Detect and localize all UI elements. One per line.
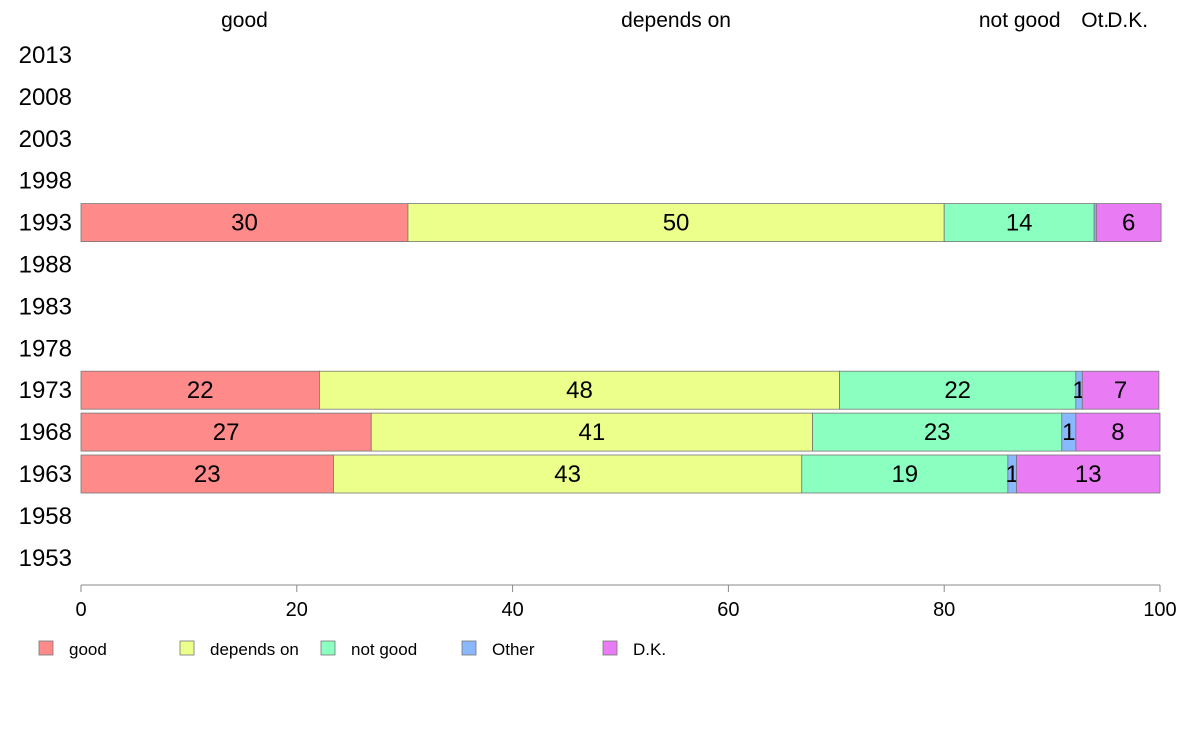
x-tick-label-60: 60: [717, 599, 739, 621]
legend-swatch-0: [38, 640, 54, 656]
bar-1963-not-good: [801, 454, 1009, 494]
year-label-1998: 1998: [19, 168, 72, 195]
value-label-1993-2: 14: [1006, 210, 1033, 237]
year-label-1963: 1963: [19, 461, 72, 488]
bar-1973-d-k-: [1081, 370, 1160, 410]
value-label-1963-3: 1: [1005, 461, 1018, 488]
legend-swatch-4: [602, 640, 618, 656]
bar-1973-not-good: [839, 370, 1077, 410]
x-tick-label-100: 100: [1143, 599, 1176, 621]
bar-1993-good: [80, 203, 409, 243]
bar-1968-not-good: [812, 412, 1063, 452]
value-label-1963-1: 43: [554, 461, 581, 488]
top-label-3: Ot.: [1081, 9, 1109, 32]
x-tick-label-0: 0: [75, 599, 86, 621]
year-axis-labels: 2013 2008 2003 1998 1993 1988 1983 1978 1973 1968…: [19, 42, 72, 572]
legend-label-4: D.K.: [633, 640, 666, 659]
legend-label-1: depends on: [210, 640, 299, 659]
bar-1968-d-k-: [1075, 412, 1161, 452]
bar-1963-depends-on: [333, 454, 803, 494]
x-tick-label-20: 20: [286, 599, 308, 621]
year-label-2008: 2008: [19, 84, 72, 111]
value-label-1963-0: 23: [194, 461, 221, 488]
value-label-1963-4: 13: [1075, 461, 1102, 488]
value-label-1973-0: 22: [187, 377, 214, 404]
bar-1963-good: [80, 454, 334, 494]
bars-group: 30 50 14 622 48 22 1 727 41 23 1 823 43 19 1 13: [80, 203, 1162, 494]
value-label-1968-2: 23: [924, 419, 951, 446]
value-label-1968-3: 1: [1062, 419, 1075, 446]
bar-1993-d-k-: [1095, 203, 1162, 243]
value-label-1968-0: 27: [213, 419, 240, 446]
legend-swatch-3: [461, 640, 477, 656]
year-label-1978: 1978: [19, 335, 72, 362]
bar-1968-good: [80, 412, 372, 452]
x-axis: 0 20 40 60 80 100: [75, 584, 1177, 621]
year-label-2003: 2003: [19, 126, 72, 153]
year-label-1983: 1983: [19, 293, 72, 320]
value-label-1973-2: 22: [944, 377, 971, 404]
bar-1973-good: [80, 370, 320, 410]
top-category-labels: good depends on not good Ot.D.K.: [221, 9, 1148, 32]
bar-1993-depends-on: [407, 203, 945, 243]
year-label-1968: 1968: [19, 419, 72, 446]
bar-1993-not-good: [943, 203, 1095, 243]
value-label-1993-0: 30: [231, 210, 258, 237]
legend: good depends on not good Other D.K.: [38, 640, 666, 659]
x-tick-label-40: 40: [501, 599, 523, 621]
bar-1963-d-k-: [1016, 454, 1161, 494]
value-label-1963-2: 19: [891, 461, 918, 488]
legend-label-0: good: [69, 640, 107, 659]
legend-label-3: Other: [492, 640, 535, 659]
value-label-1973-1: 48: [566, 377, 593, 404]
year-label-1988: 1988: [19, 252, 72, 279]
legend-swatch-1: [179, 640, 195, 656]
value-label-1968-1: 41: [579, 419, 606, 446]
top-label-4: D.K.: [1107, 9, 1148, 32]
value-label-1968-4: 8: [1111, 419, 1124, 446]
top-label-1: depends on: [621, 9, 731, 32]
year-label-1993: 1993: [19, 210, 72, 237]
value-label-1993-1: 50: [663, 210, 690, 237]
year-label-1953: 1953: [19, 545, 72, 572]
year-label-1958: 1958: [19, 503, 72, 530]
value-label-1973-4: 7: [1114, 377, 1127, 404]
year-label-2013: 2013: [19, 42, 72, 69]
year-label-1973: 1973: [19, 377, 72, 404]
top-label-0: good: [221, 9, 268, 32]
legend-label-2: not good: [351, 640, 417, 659]
x-tick-label-80: 80: [933, 599, 955, 621]
bar-1973-depends-on: [319, 370, 840, 410]
bar-1968-depends-on: [370, 412, 813, 452]
legend-swatch-2: [320, 640, 336, 656]
top-label-2: not good: [979, 9, 1061, 32]
value-label-1993-4: 6: [1122, 210, 1135, 237]
